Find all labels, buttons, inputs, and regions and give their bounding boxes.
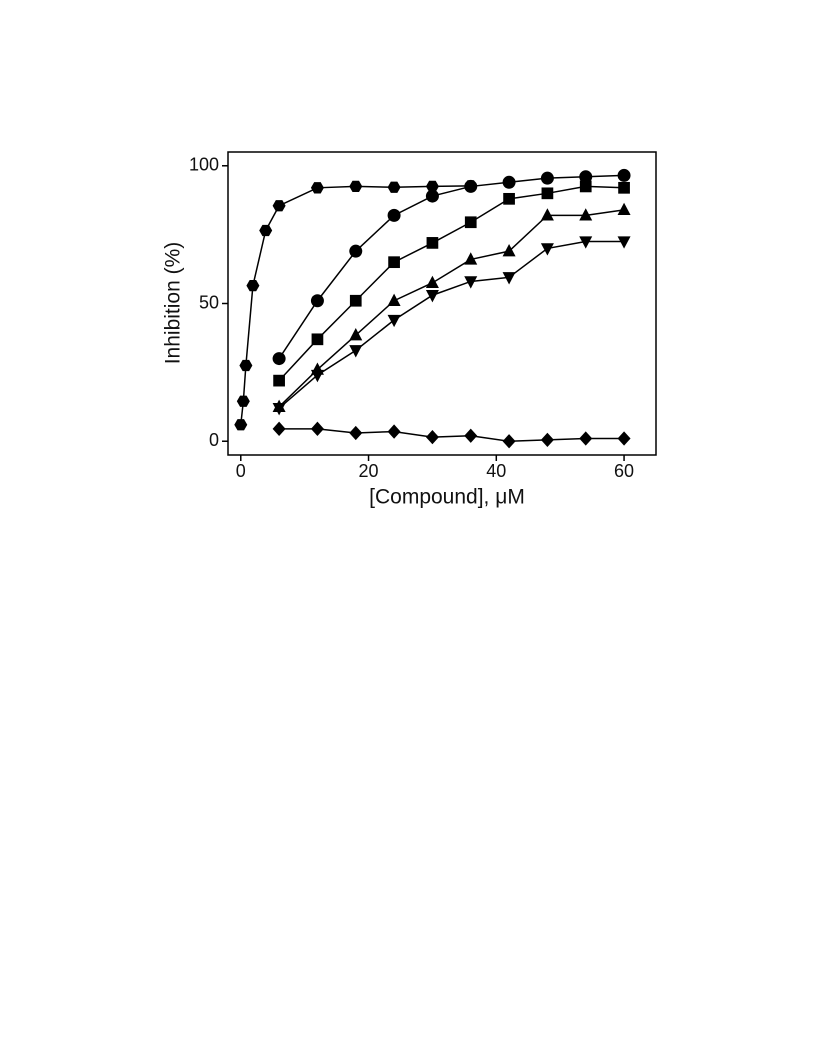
data-point	[272, 200, 286, 212]
x-tick-label: 40	[486, 461, 506, 481]
data-point	[464, 252, 478, 265]
y-tick-label: 50	[199, 292, 219, 312]
data-point	[310, 421, 324, 436]
x-tick-label: 20	[359, 461, 379, 481]
data-point	[425, 189, 439, 203]
data-point	[617, 168, 631, 182]
data-point	[239, 359, 253, 372]
data-point	[464, 216, 477, 229]
data-point	[349, 345, 363, 358]
data-point	[503, 192, 515, 205]
data-point	[540, 171, 554, 185]
data-point	[387, 293, 401, 306]
data-point	[310, 369, 324, 383]
data-point	[579, 170, 593, 184]
data-point	[502, 175, 516, 189]
data-point	[272, 402, 286, 416]
data-point	[246, 279, 260, 292]
data-point	[425, 180, 439, 193]
data-point	[502, 244, 516, 257]
fit-line	[278, 209, 625, 408]
data-point	[425, 290, 439, 303]
data-point	[618, 181, 630, 194]
data-point	[387, 181, 401, 193]
data-point	[349, 244, 363, 258]
data-point	[579, 431, 593, 446]
data-point	[272, 352, 286, 366]
y-tick-label: 0	[209, 430, 219, 450]
data-point	[349, 425, 363, 441]
fit-line	[278, 185, 625, 382]
data-point	[349, 328, 363, 341]
data-point	[310, 182, 324, 194]
data-point	[502, 434, 516, 449]
data-point	[236, 395, 250, 407]
data-point	[349, 180, 363, 193]
data-point	[425, 275, 439, 289]
data-point	[540, 243, 554, 256]
data-point	[579, 236, 593, 249]
data-point	[387, 314, 401, 328]
x-tick-label: 60	[614, 461, 634, 481]
data-point	[579, 208, 593, 221]
fit-line	[278, 240, 625, 409]
data-point	[464, 179, 478, 193]
data-point	[272, 421, 286, 436]
data-point	[425, 429, 439, 445]
data-point	[464, 276, 478, 289]
data-point	[502, 272, 516, 285]
x-tick-label: 0	[236, 461, 246, 481]
fit-line	[278, 174, 625, 360]
data-point	[234, 419, 248, 431]
data-point	[259, 224, 273, 237]
x-axis-label: [Compound], μM	[369, 486, 525, 509]
data-point	[464, 428, 478, 443]
data-point	[311, 333, 324, 346]
data-point	[540, 432, 554, 447]
fit-line	[279, 428, 625, 442]
plot-frame	[227, 151, 657, 456]
data-point	[541, 187, 554, 200]
data-point	[387, 424, 401, 439]
data-point	[310, 294, 324, 308]
data-point	[617, 202, 631, 216]
data-point	[617, 431, 631, 446]
data-point	[540, 208, 554, 221]
data-point	[349, 294, 362, 307]
data-point	[387, 208, 401, 222]
y-axis-label: Inhibition (%)	[162, 242, 185, 365]
y-tick-label: 100	[189, 155, 219, 175]
data-point	[617, 236, 631, 249]
data-point	[579, 180, 592, 193]
data-point	[273, 374, 285, 387]
data-point	[388, 256, 400, 269]
data-point	[426, 237, 439, 249]
